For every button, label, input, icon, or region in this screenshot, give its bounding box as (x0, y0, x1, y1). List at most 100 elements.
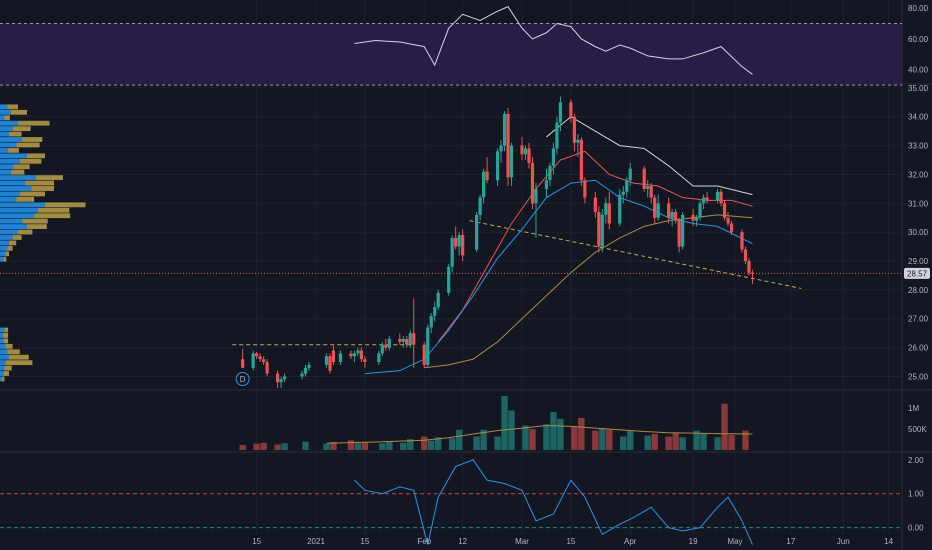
rsi-tick-label: 60.00 (908, 35, 929, 44)
volume-bar (679, 437, 686, 450)
volume-profile-down-bar (12, 126, 31, 132)
candle-body (359, 350, 363, 360)
oscillator-pane (0, 459, 902, 545)
candle-body (544, 180, 549, 189)
candle-body (328, 356, 332, 371)
candle-body (258, 356, 262, 360)
volume-profile-up-bar (0, 115, 5, 121)
volume-profile-up-bar (0, 327, 5, 333)
candle-body (715, 191, 720, 201)
volume-bar (501, 396, 508, 450)
volume-profile-up-bar (0, 137, 23, 142)
volume-profile-down-bar (22, 218, 48, 224)
volume-bar (728, 434, 735, 450)
volume-profile-down-bar (7, 349, 20, 355)
candle-body (398, 338, 402, 342)
candle-body (628, 168, 632, 181)
volume-profile-down-bar (10, 109, 28, 115)
volume-profile-down-bar (19, 158, 42, 164)
last-price-tag-box (904, 267, 930, 279)
volume-bar (281, 443, 288, 450)
candle-body (722, 203, 727, 218)
price-pane: D (0, 96, 902, 388)
volume-profile-down-bar (4, 115, 10, 121)
candle-body (729, 223, 734, 233)
volume-bar (644, 435, 651, 450)
volume-profile-up-bar (0, 360, 6, 366)
volume-profile-down-bar (37, 207, 70, 213)
candle-body (275, 373, 280, 383)
volume-profile-up-bar (0, 235, 13, 240)
price-tick-label: 31.00 (908, 199, 929, 208)
candle-body (642, 168, 646, 189)
volume-bar (651, 433, 658, 450)
volume-profile-up-bar (0, 354, 9, 360)
candle-body (482, 171, 486, 198)
candle-body (579, 139, 583, 181)
candle-body (572, 116, 576, 143)
candle-body (408, 333, 412, 345)
candle-body (251, 353, 255, 368)
candle-body (324, 356, 329, 365)
candle-body (604, 203, 608, 215)
volume-profile-up-bar (0, 180, 26, 186)
volume-profile-down-bar (7, 245, 13, 251)
candle-body (426, 327, 430, 365)
volume-bar (473, 436, 480, 450)
circle-d-icon (235, 372, 250, 386)
last-price-tag: 28.57 (904, 267, 930, 279)
volume-profile-up-bar (0, 191, 20, 197)
volume-profile-down-bar (3, 371, 9, 376)
volume-profile-up-bar (0, 202, 45, 208)
candle-body (694, 217, 699, 221)
volume-bar (239, 444, 246, 450)
candle-body (600, 214, 604, 247)
volume-profile-down-bar (25, 180, 54, 186)
volume-bar (550, 412, 557, 450)
volume-profile (0, 104, 86, 382)
rsi-tick-label: 80.00 (908, 4, 929, 13)
volume-profile-down-bar (3, 338, 9, 344)
volume-bar (620, 436, 627, 450)
volume-profile-up-bar (0, 240, 9, 246)
candle-body (646, 186, 650, 189)
candle-body (625, 180, 629, 192)
moving-average-line (424, 214, 753, 369)
x-tick-label: Feb (417, 537, 431, 546)
candle-body (405, 338, 409, 345)
volume-pane (239, 396, 753, 450)
rsi-pane (0, 5, 902, 86)
candle-body (534, 188, 538, 204)
volume-tick-label: 1M (908, 404, 919, 413)
candle-body (548, 165, 552, 181)
volume-profile-down-bar (4, 365, 12, 371)
candle-body (422, 344, 426, 365)
candle-body (352, 353, 357, 357)
volume-profile-up-bar (0, 126, 13, 132)
volume-bar (592, 430, 599, 450)
axes: 15 2021 15 Feb 12 Mar 15 Apr 19 May 17 Jun 14 80.00 60… (252, 4, 928, 546)
x-tick-label: Jun (837, 537, 850, 546)
price-tick-label: 35.00 (908, 84, 929, 93)
volume-bar (508, 410, 515, 450)
candle-body (653, 197, 657, 218)
volume-profile-up-bar (0, 251, 6, 257)
candle-body (499, 145, 503, 152)
volume-profile-up-bar (0, 175, 36, 181)
volume-profile-down-bar (16, 196, 35, 202)
volume-bar (253, 443, 260, 450)
volume-bar (693, 430, 700, 450)
candle-body (701, 197, 706, 204)
candle-body (607, 203, 611, 224)
candle-body (303, 367, 308, 374)
candle-body (331, 350, 336, 363)
candle-body (447, 266, 451, 293)
candle-body (282, 376, 287, 380)
price-tick-label: 29.00 (908, 257, 929, 266)
volume-profile-down-bar (5, 251, 9, 257)
volume-profile-up-bar (0, 164, 14, 170)
volume-bar (557, 418, 564, 450)
volume-profile-up-bar (0, 256, 4, 262)
volume-profile-up-bar (0, 131, 9, 137)
